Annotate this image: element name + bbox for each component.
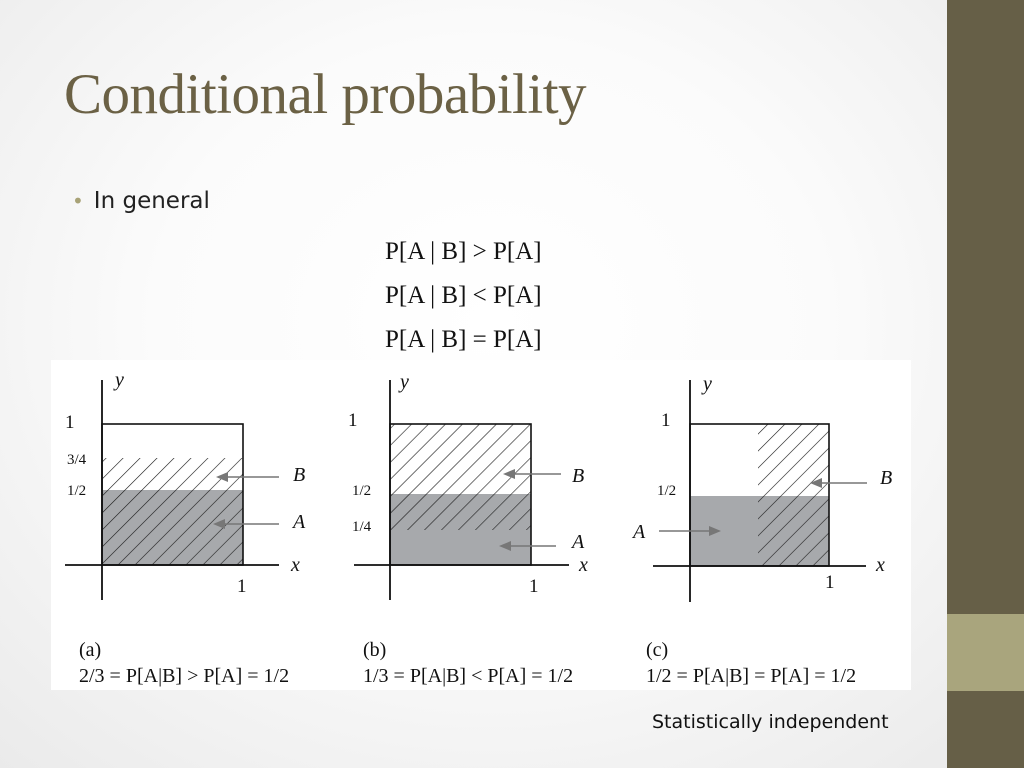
diagram-a-y-tick-upper: 3/4 [67,452,87,468]
diagrams-svg: .ax { stroke: #111; stroke-width: 1.8; f… [65,369,892,602]
diagram-c-y-tick-half: 1/2 [657,483,676,499]
caption-a-text: 2/3 = P[A|B] > P[A] = 1/2 [79,665,290,687]
diagram-c: y x 1 1 1/2 B A [631,373,892,602]
diagram-c-arrow-b-icon [810,478,867,488]
diagram-b-label-b: B [572,465,584,487]
diagram-b-region-b [390,424,531,530]
diagram-c-y-label: y [701,373,712,395]
diagram-c-y-tick-1: 1 [661,410,671,431]
diagram-a-arrow-a-icon [213,519,279,529]
diagram-c-x-tick-1: 1 [825,572,835,593]
diagram-b-arrow-b-icon [503,469,561,479]
bullet-text: In general [93,188,210,214]
caption-c-letter: (c) [646,639,669,661]
caption-b-letter: (b) [363,639,387,661]
diagram-b-label-a: A [570,531,585,553]
diagram-b-arrow-a-icon [499,541,556,551]
equation-less: P[A | B] < P[A] [385,282,542,309]
diagram-a-x-tick-1: 1 [237,576,247,597]
diagram-b: y x 1 1 1/2 1/4 B A [348,371,588,600]
caption-b: (b) 1/3 = P[A|B] < P[A] = 1/2 [363,637,573,689]
caption-c-text: 1/2 = P[A|B] = P[A] = 1/2 [646,665,857,687]
diagram-a-label-a: A [291,511,306,533]
footnote-text: Statistically independent [652,711,889,733]
caption-a-letter: (a) [79,639,102,661]
diagram-b-y-tick-upper: 1/2 [352,483,371,499]
bullet-dot-icon: • [72,189,84,213]
caption-b-text: 1/3 = P[A|B] < P[A] = 1/2 [363,665,574,687]
diagram-a-x-label: x [290,554,300,576]
diagram-c-region-b [758,424,829,566]
diagram-a-region-b [102,458,243,565]
diagram-b-y-tick-lower: 1/4 [352,519,372,535]
diagram-c-label-a: A [631,521,646,543]
diagram-c-arrow-a-icon [659,526,721,536]
diagram-b-x-label: x [578,554,588,576]
diagram-a-y-label: y [113,369,124,391]
bullet-item: • In general [72,188,210,214]
diagram-a-y-tick-lower: 1/2 [67,483,86,499]
sidebar-accent-light [947,614,1024,691]
diagram-b-x-tick-1: 1 [529,576,539,597]
caption-a: (a) 2/3 = P[A|B] > P[A] = 1/2 [79,637,289,689]
diagram-b-y-tick-1: 1 [348,410,358,431]
caption-c: (c) 1/2 = P[A|B] = P[A] = 1/2 [646,637,856,689]
diagram-c-x-label: x [875,554,885,576]
diagram-a: y x 1 1 3/4 1/2 B A [65,369,306,600]
equation-equal: P[A | B] = P[A] [385,326,542,353]
equation-greater: P[A | B] > P[A] [385,238,542,265]
figure-panel: .ax { stroke: #111; stroke-width: 1.8; f… [51,360,911,690]
diagram-b-y-label: y [398,371,409,393]
slide-title: Conditional probability [64,63,587,126]
diagram-a-arrow-b-icon [216,472,279,482]
diagram-a-y-tick-1: 1 [65,412,75,433]
diagram-a-label-b: B [293,464,305,486]
diagram-c-label-b: B [880,467,892,489]
